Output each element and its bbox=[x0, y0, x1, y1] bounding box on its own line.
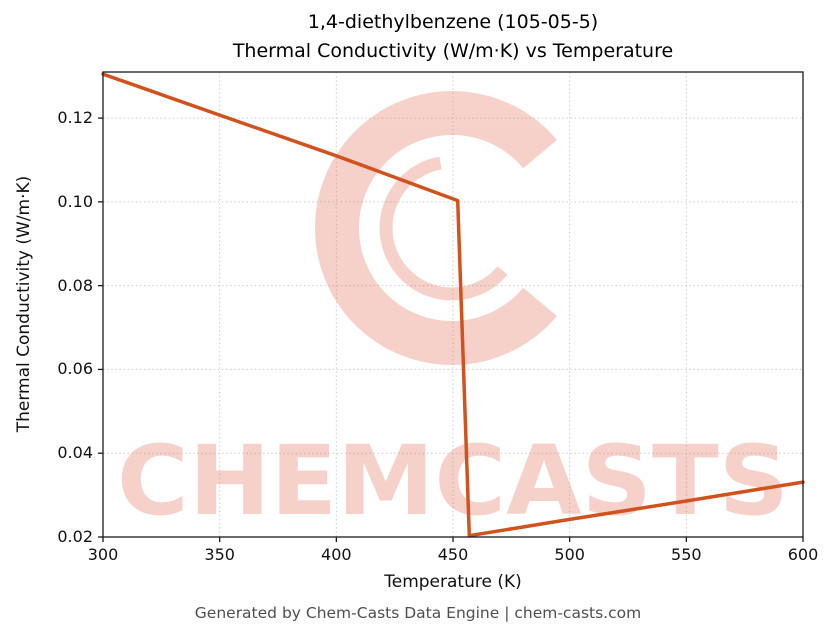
chart-title-line1: 1,4-diethylbenzene (105-05-5) bbox=[307, 11, 599, 33]
x-axis-label: Temperature (K) bbox=[384, 572, 522, 592]
chart-title: 1,4-diethylbenzene (105-05-5) Thermal Co… bbox=[103, 8, 803, 67]
watermark-logo-swirl bbox=[379, 156, 508, 301]
watermark: CHEMCASTS bbox=[117, 91, 789, 537]
y-axis-label: Thermal Conductivity (W/m·K) bbox=[14, 175, 34, 433]
watermark-text: CHEMCASTS bbox=[117, 425, 789, 537]
footer-caption: Generated by Chem-Casts Data Engine | ch… bbox=[194, 604, 642, 622]
watermark-logo-ring bbox=[315, 91, 557, 365]
conductivity-line bbox=[101, 72, 805, 538]
chart-title-line2: Thermal Conductivity (W/m·K) vs Temperat… bbox=[232, 40, 674, 63]
